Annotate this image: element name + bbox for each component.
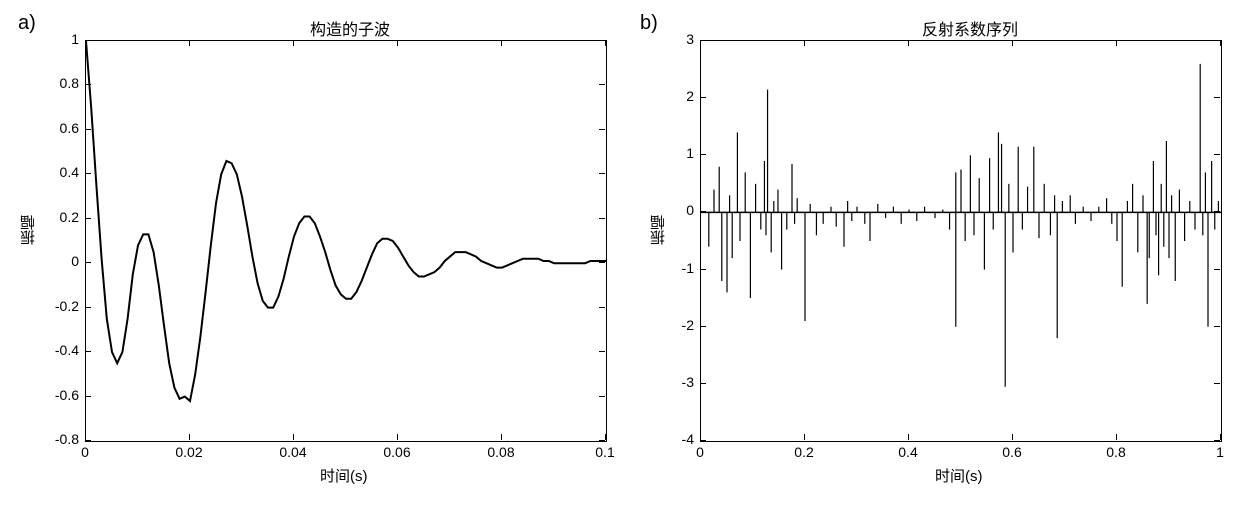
- xtick: [804, 40, 805, 46]
- ytick: [599, 307, 605, 308]
- ytick: [85, 129, 91, 130]
- xtick: [804, 434, 805, 440]
- ytick-label: 1: [71, 31, 79, 47]
- ytick: [599, 262, 605, 263]
- ytick: [700, 326, 706, 327]
- ytick-label: -0.6: [55, 387, 79, 403]
- reflectivity-svg: [701, 41, 1221, 441]
- xtick-label: 0.1: [590, 444, 620, 460]
- xlabel-b: 时间(s): [935, 465, 983, 486]
- xtick: [1012, 434, 1013, 440]
- ytick: [700, 154, 706, 155]
- xtick-label: 0.02: [174, 444, 204, 460]
- ytick: [85, 84, 91, 85]
- ytick: [599, 84, 605, 85]
- ytick: [700, 211, 706, 212]
- ytick-label: 0.4: [60, 164, 79, 180]
- chart-b-title: 反射系数序列: [880, 16, 1060, 40]
- ytick: [700, 40, 706, 41]
- ytick-label: 0: [71, 253, 79, 269]
- xtick: [189, 434, 190, 440]
- ytick-label: 0.8: [60, 75, 79, 91]
- ylabel-a: 振幅: [18, 215, 39, 245]
- xtick-label: 0.2: [789, 444, 819, 460]
- ytick-label: 0.2: [60, 209, 79, 225]
- panel-b-label: b): [640, 12, 658, 35]
- wavelet-curve: [86, 41, 606, 401]
- xtick-label: 0.08: [486, 444, 516, 460]
- plot-area-b: [700, 40, 1222, 442]
- ytick: [85, 173, 91, 174]
- ytick: [1214, 440, 1220, 441]
- ytick: [700, 440, 706, 441]
- ytick: [599, 218, 605, 219]
- xtick-label: 0.8: [1101, 444, 1131, 460]
- ytick: [700, 97, 706, 98]
- xtick: [501, 434, 502, 440]
- xtick-label: 1: [1205, 444, 1235, 460]
- ytick: [85, 351, 91, 352]
- xtick: [1220, 40, 1221, 46]
- ytick: [85, 396, 91, 397]
- xtick-label: 0.4: [893, 444, 923, 460]
- xtick: [293, 434, 294, 440]
- xtick: [605, 40, 606, 46]
- ytick-label: 1: [686, 145, 694, 161]
- chart-a-title: 构造的子波: [260, 16, 440, 40]
- ytick-label: -2: [682, 317, 694, 333]
- ytick: [1214, 211, 1220, 212]
- xtick: [605, 434, 606, 440]
- ytick: [700, 269, 706, 270]
- ytick: [599, 396, 605, 397]
- ytick: [1214, 97, 1220, 98]
- xtick: [1116, 40, 1117, 46]
- ytick: [85, 40, 91, 41]
- ytick-label: -0.4: [55, 342, 79, 358]
- plot-area-a: [85, 40, 607, 442]
- xtick: [908, 434, 909, 440]
- xtick: [397, 434, 398, 440]
- ytick-label: -4: [682, 431, 694, 447]
- xtick: [189, 40, 190, 46]
- xtick: [1220, 434, 1221, 440]
- ytick: [599, 440, 605, 441]
- xtick: [501, 40, 502, 46]
- ytick: [85, 262, 91, 263]
- xtick: [1116, 434, 1117, 440]
- ytick: [1214, 40, 1220, 41]
- ytick: [85, 307, 91, 308]
- xtick-label: 0.6: [997, 444, 1027, 460]
- xtick-label: 0.04: [278, 444, 308, 460]
- xtick: [1012, 40, 1013, 46]
- ytick: [85, 218, 91, 219]
- ytick: [700, 383, 706, 384]
- ytick: [1214, 383, 1220, 384]
- panel-a-label: a): [18, 12, 36, 35]
- ylabel-b: 振幅: [648, 215, 669, 245]
- ytick: [599, 129, 605, 130]
- ytick: [599, 351, 605, 352]
- ytick-label: -0.2: [55, 298, 79, 314]
- ytick: [599, 40, 605, 41]
- ytick-label: -3: [682, 374, 694, 390]
- ytick: [1214, 154, 1220, 155]
- xtick-label: 0.06: [382, 444, 412, 460]
- ytick-label: 0.6: [60, 120, 79, 136]
- xtick: [908, 40, 909, 46]
- ytick: [1214, 326, 1220, 327]
- xtick: [397, 40, 398, 46]
- ytick: [1214, 269, 1220, 270]
- ytick-label: -0.8: [55, 431, 79, 447]
- ytick-label: 3: [686, 31, 694, 47]
- wavelet-line-svg: [86, 41, 606, 441]
- ytick-label: -1: [682, 260, 694, 276]
- ytick-label: 0: [686, 202, 694, 218]
- xlabel-a: 时间(s): [320, 465, 368, 486]
- ytick-label: 2: [686, 88, 694, 104]
- ytick: [85, 440, 91, 441]
- xtick: [293, 40, 294, 46]
- ytick: [599, 173, 605, 174]
